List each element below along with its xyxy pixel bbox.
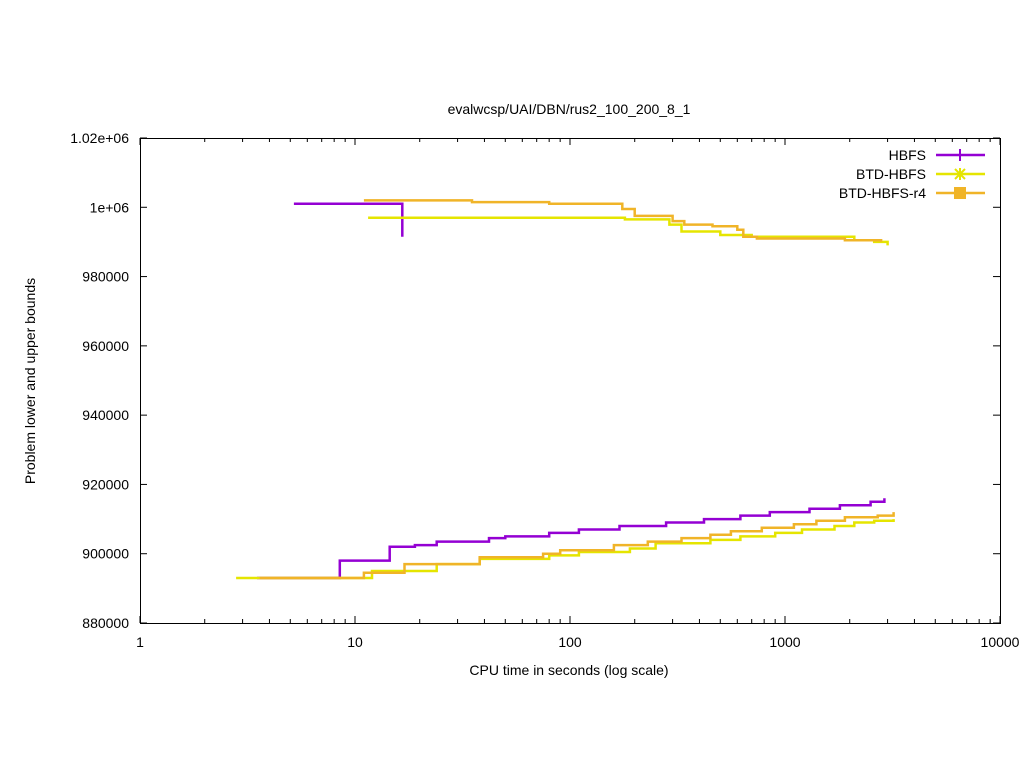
chart-title: evalwcsp/UAI/DBN/rus2_100_200_8_1 [448, 101, 691, 117]
x-tick-label: 10 [347, 634, 363, 650]
legend: HBFS BTD-HBFS BTD-HBFS-r4 [839, 147, 985, 201]
btd-hbfs-r4-lower-bound-line [259, 512, 895, 580]
btd-hbfs-upper-bound-line [368, 216, 889, 246]
btd-hbfs-r4-upper-bound-line [363, 199, 883, 242]
legend-label: HBFS [889, 147, 926, 163]
legend-label: BTD-HBFS [856, 166, 926, 182]
y-tick-label: 980000 [82, 269, 129, 285]
y-tick-label: 960000 [82, 338, 129, 354]
legend-marker-square [954, 187, 966, 199]
y-axis-label: Problem lower and upper bounds [22, 278, 38, 484]
y-tick-label: 900000 [82, 546, 129, 562]
x-axis-label: CPU time in seconds (log scale) [469, 662, 668, 678]
legend-marker-plus [954, 149, 966, 161]
y-tick-label: 940000 [82, 407, 129, 423]
hbfs-upper-bound-line [293, 202, 404, 237]
x-tick-label: 1000 [769, 634, 800, 650]
hbfs-lower-bound-line [257, 498, 886, 580]
y-tick-label: 920000 [82, 476, 129, 492]
x-tick-label: 10000 [981, 634, 1020, 650]
x-tick-label: 1 [136, 634, 144, 650]
legend-label: BTD-HBFS-r4 [839, 185, 926, 201]
y-tick-label: 1e+06 [90, 199, 130, 215]
legend-marker-star [954, 168, 966, 180]
x-tick-label: 100 [558, 634, 582, 650]
axis-ticks: 1 10 100 1000 10000 880000 900000 920000 940000 9… [70, 130, 1019, 650]
y-tick-label: 1.02e+06 [70, 130, 129, 146]
series-layer [236, 199, 895, 580]
y-tick-label: 880000 [82, 615, 129, 631]
